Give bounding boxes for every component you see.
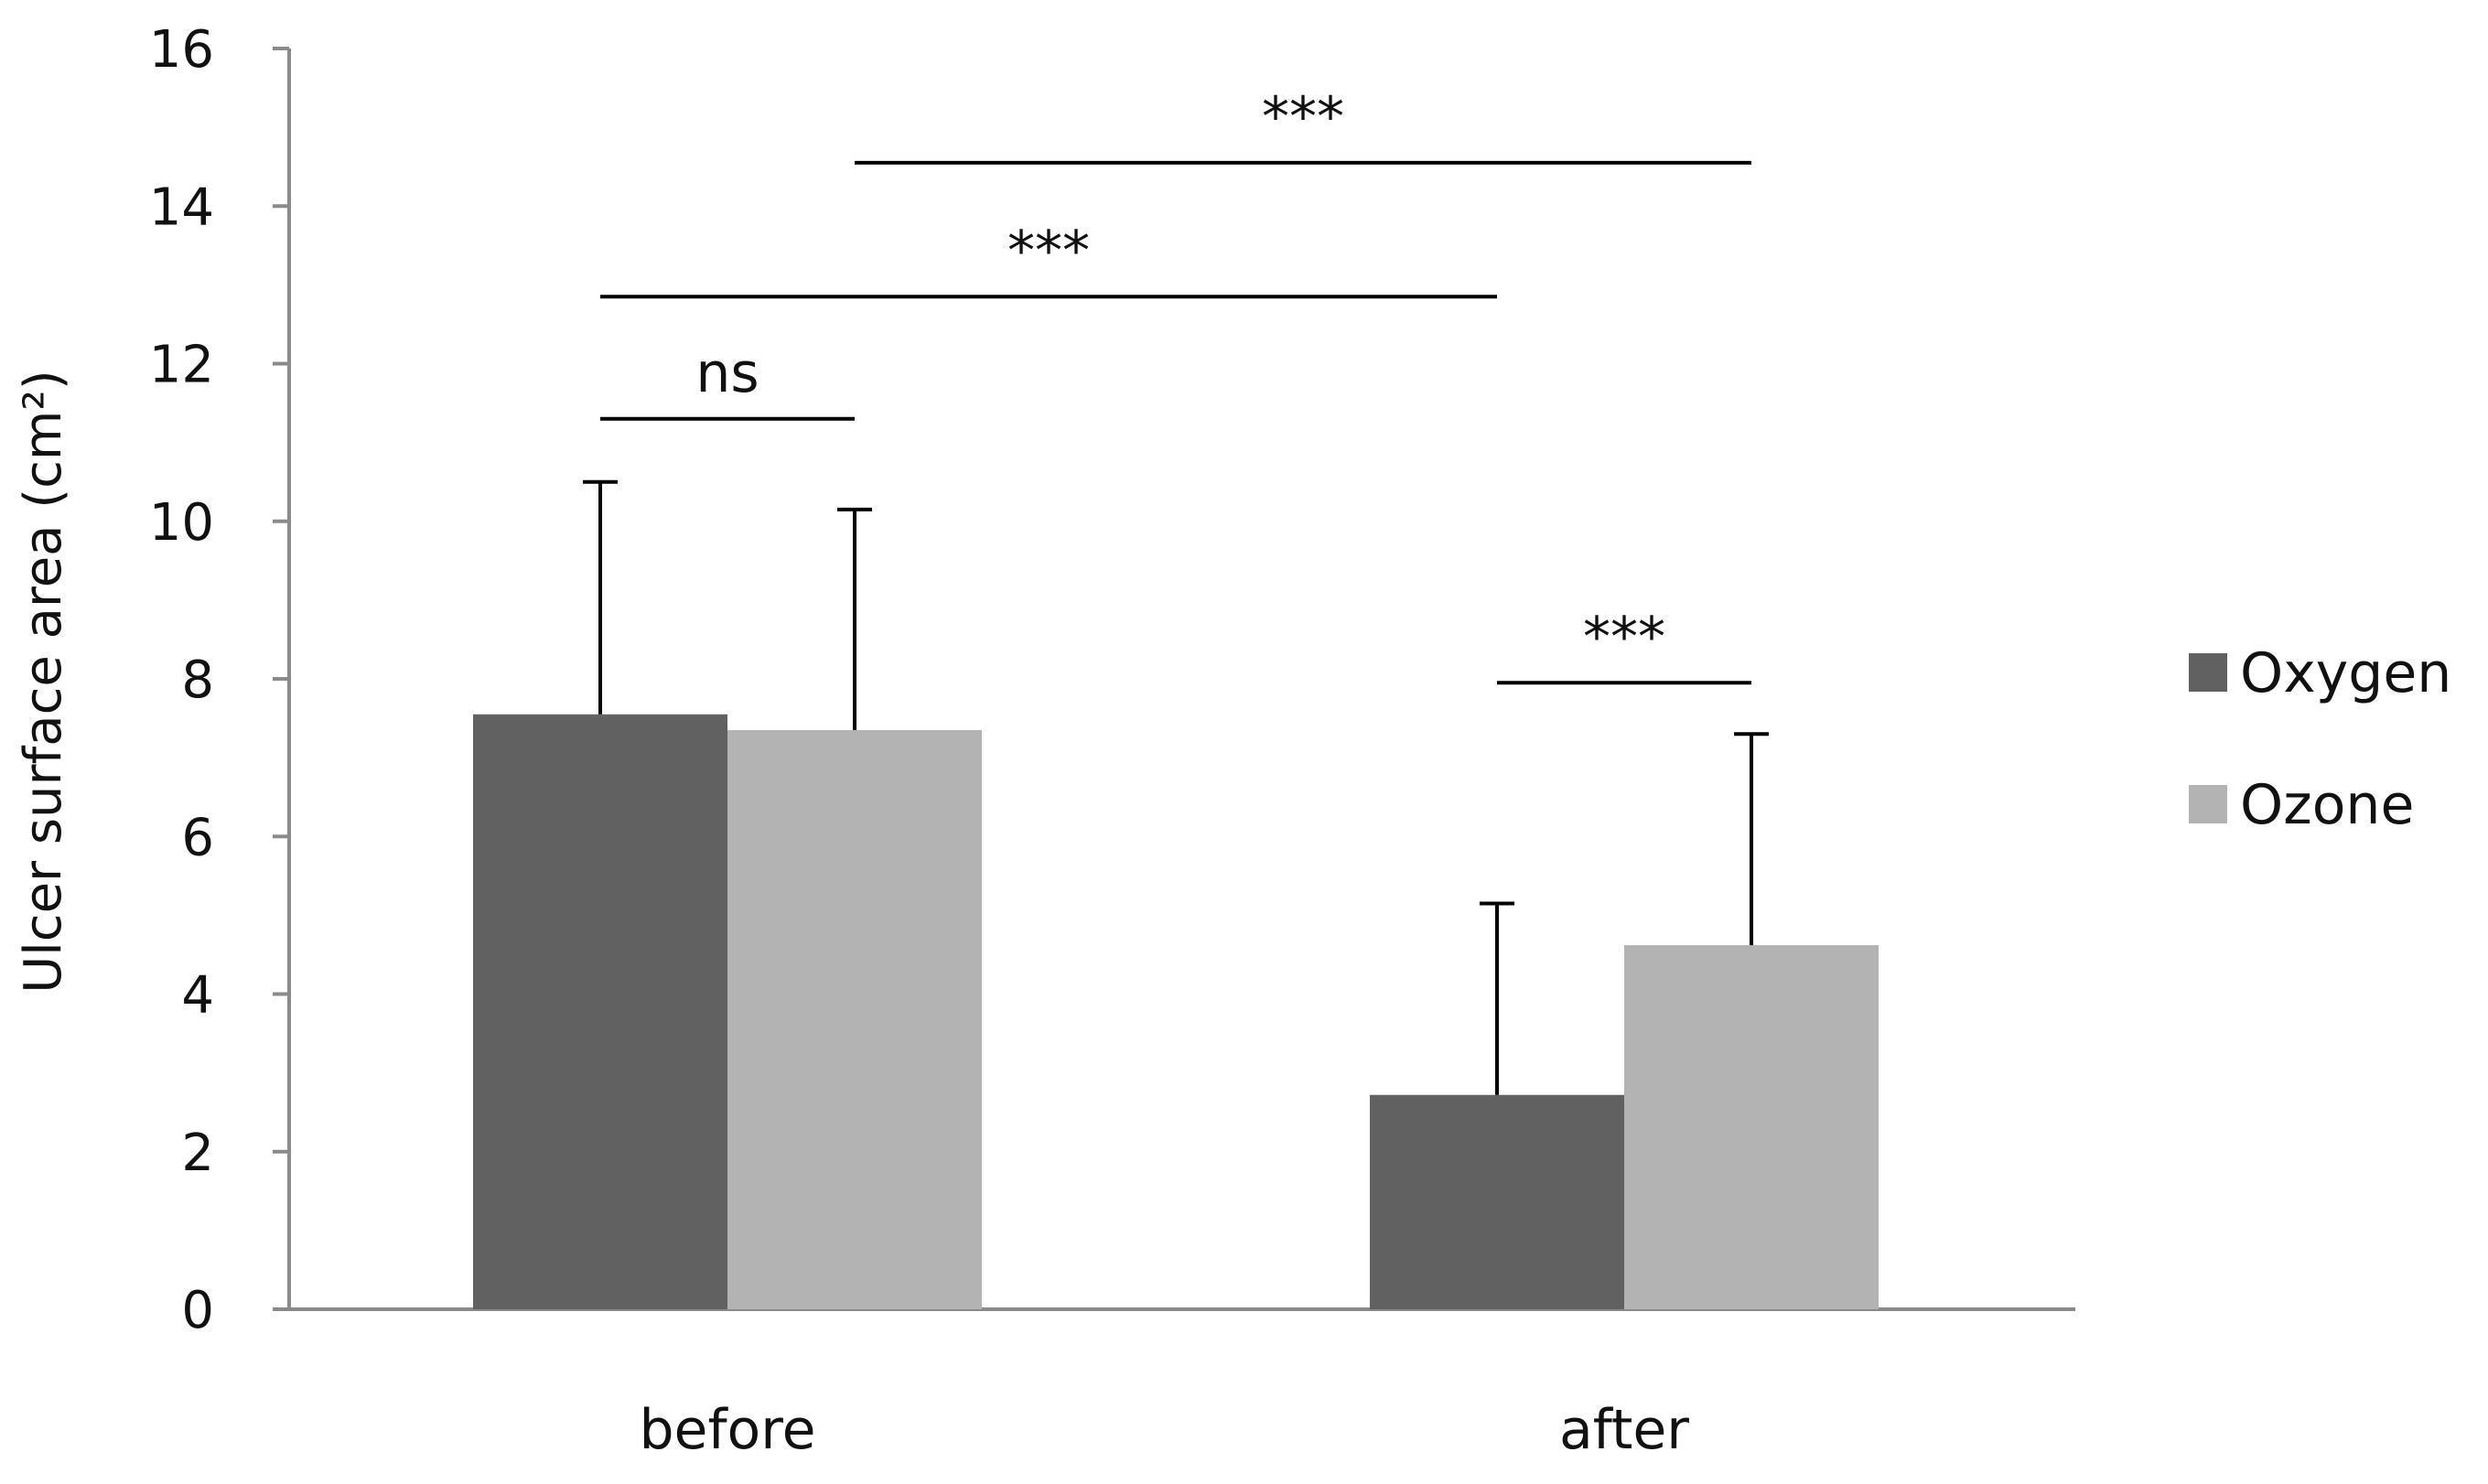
- bar-oxygen-before: [473, 714, 727, 1309]
- legend-swatch-ozone: [2189, 785, 2227, 823]
- significance-label: ns: [695, 341, 759, 405]
- legend-label-ozone: Ozone: [2240, 773, 2414, 837]
- legend-swatch-oxygen: [2189, 653, 2227, 692]
- y-tick-label: 16: [149, 20, 214, 80]
- legend-label-oxygen: Oxygen: [2240, 641, 2451, 705]
- error-bars: [583, 479, 1769, 1095]
- significance-annotations: ns *** *** ***: [600, 85, 1751, 685]
- axes: 0 2 4 6 8 10 12 14 16 before after: [149, 20, 2075, 1462]
- y-tick-label: 2: [181, 1124, 214, 1183]
- bars: [473, 714, 1879, 1309]
- y-tick-label: 4: [181, 966, 214, 1026]
- bar-ozone-after: [1624, 945, 1879, 1309]
- significance-label: ***: [1262, 85, 1344, 149]
- y-tick-label: 6: [181, 808, 214, 867]
- y-tick-label: 0: [181, 1281, 214, 1340]
- y-tick-label: 12: [149, 336, 214, 395]
- bar-oxygen-after: [1370, 1094, 1624, 1309]
- y-tick-label: 8: [181, 651, 214, 710]
- significance-label: ***: [1007, 219, 1090, 283]
- bar-ozone-before: [727, 729, 982, 1309]
- x-category-label: before: [639, 1398, 815, 1462]
- legend: Oxygen Ozone: [2189, 641, 2451, 837]
- significance-label: ***: [1583, 605, 1665, 669]
- y-tick-label: 10: [149, 493, 214, 553]
- y-tick-label: 14: [149, 177, 214, 237]
- y-axis-title: Ulcer surface area (cm²): [14, 370, 73, 994]
- x-category-label: after: [1559, 1398, 1689, 1462]
